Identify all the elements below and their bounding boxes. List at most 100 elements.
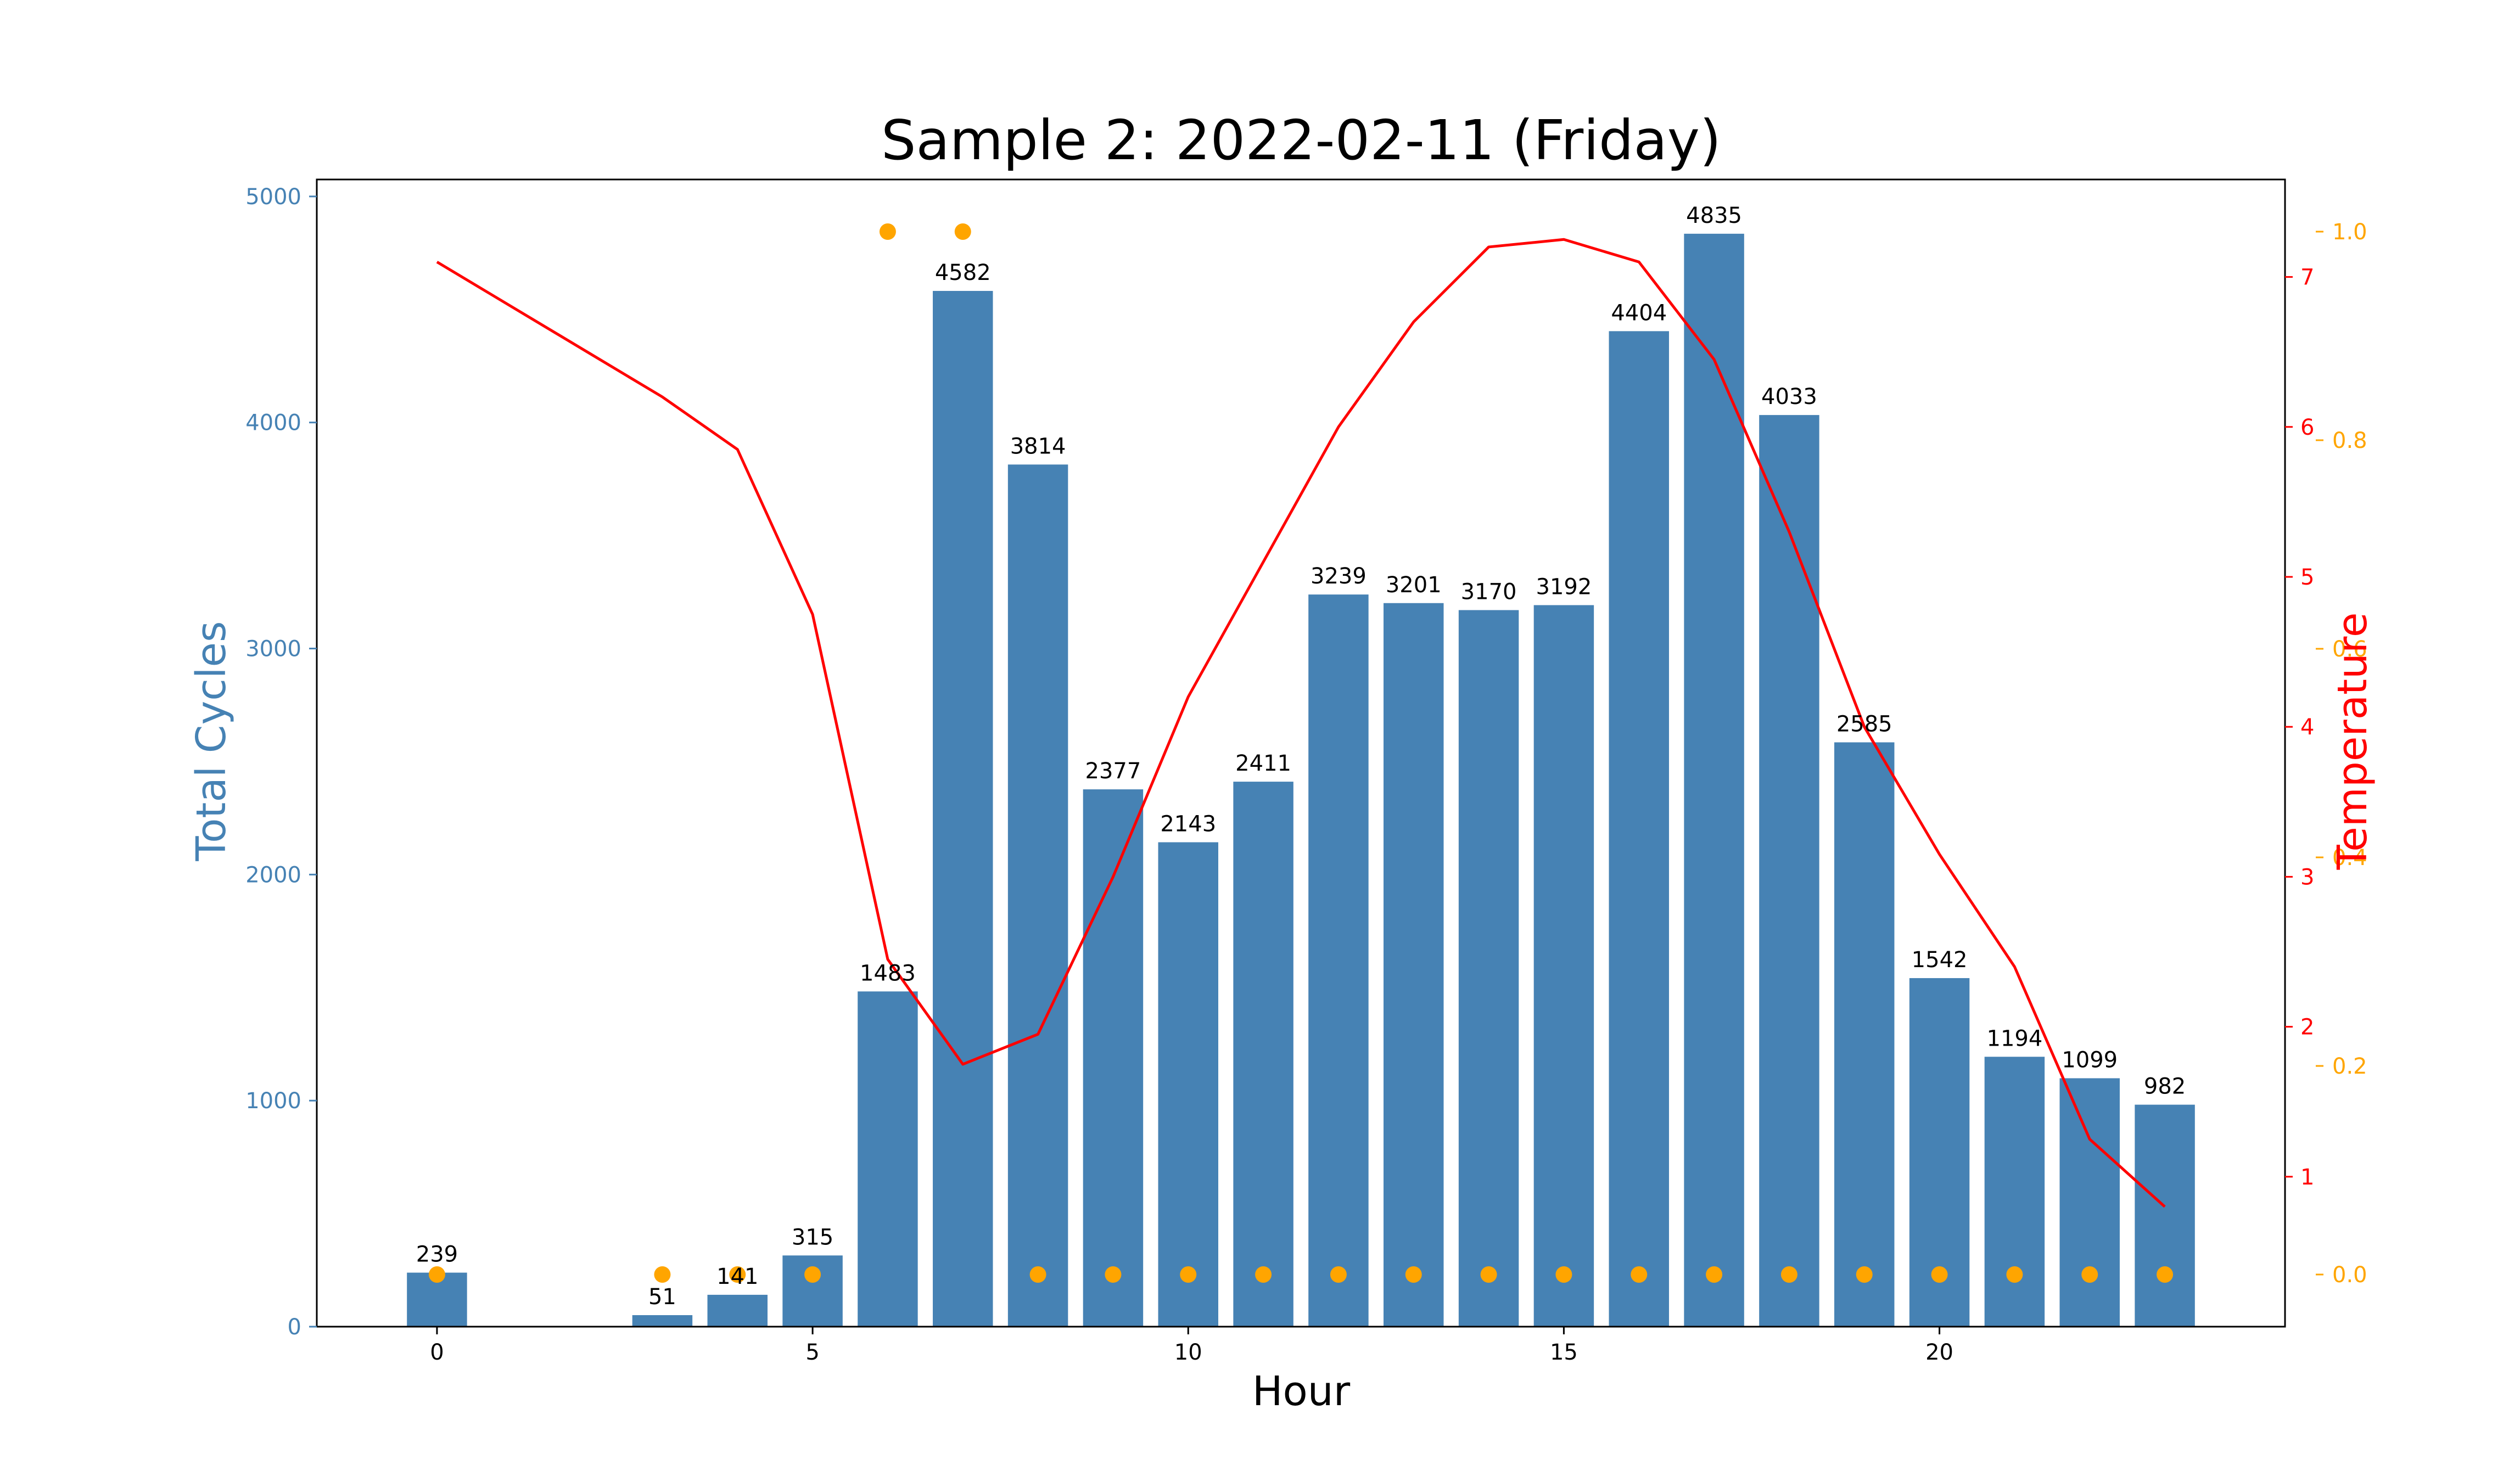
bar [632, 1315, 693, 1327]
dot-marker [1180, 1266, 1197, 1283]
x-tick-label: 5 [805, 1340, 819, 1365]
bar-value-label: 51 [648, 1284, 676, 1310]
dot-marker [1405, 1266, 1422, 1283]
bar-value-label: 4033 [1761, 384, 1817, 409]
dot-marker [1029, 1266, 1046, 1283]
bar-value-label: 3814 [1010, 434, 1066, 459]
bar [1384, 603, 1444, 1327]
bar [1684, 233, 1744, 1327]
bar-value-label: 982 [2144, 1074, 2186, 1099]
x-tick-label: 20 [1925, 1340, 1953, 1365]
bar-value-label: 1483 [860, 961, 916, 986]
bar-value-label: 239 [416, 1242, 458, 1267]
bar-value-label: 2143 [1160, 811, 1216, 837]
dot-marker [2081, 1266, 2098, 1283]
dots-layer [428, 223, 2174, 1283]
dot-marker [1255, 1266, 1272, 1283]
bar [1158, 842, 1218, 1327]
dot-marker [879, 223, 896, 240]
bar [1233, 782, 1293, 1327]
bar [2135, 1104, 2195, 1327]
bar-value-labels: 239 51 141 315 1483 4582 3814 2377 2143 2411 3239 3… [416, 203, 2186, 1310]
bar-value-label: 3201 [1386, 572, 1442, 598]
y3-tick-label: 0.0 [2332, 1262, 2367, 1288]
bar-value-label: 2411 [1235, 751, 1291, 776]
bar-value-label: 4404 [1611, 300, 1667, 325]
plot-frame [316, 178, 2286, 1328]
y2-tick-label: 3 [2300, 864, 2314, 890]
y2-tick-label: 4 [2300, 715, 2314, 740]
dot-marker [654, 1266, 671, 1283]
y-tick-label: 5000 [245, 184, 301, 210]
y3-tick-label: 0.6 [2332, 637, 2367, 662]
y2-tick-label: 1 [2300, 1165, 2314, 1190]
x-tick-label: 15 [1550, 1340, 1578, 1365]
bar [1759, 415, 1819, 1327]
bar [1308, 594, 1369, 1327]
y2-tick-label: 6 [2300, 415, 2314, 440]
bar [1609, 331, 1669, 1327]
dot-marker [1105, 1266, 1122, 1283]
bar-value-label: 315 [792, 1225, 833, 1250]
bar [1984, 1057, 2045, 1327]
dot-marker [1856, 1266, 1873, 1283]
bar [1007, 464, 1068, 1327]
y-tick-label: 1000 [245, 1088, 301, 1114]
bar [782, 1255, 843, 1327]
bar [858, 991, 918, 1327]
y2-tick-label: 5 [2300, 565, 2314, 590]
y3-tick-label: 0.4 [2332, 845, 2367, 871]
bars-layer [407, 233, 2195, 1327]
dot-marker [1706, 1266, 1723, 1283]
chart-title: Sample 2: 2022-02-11 (Friday) [881, 108, 1721, 172]
bar [1834, 742, 1895, 1327]
dot-marker [1480, 1266, 1497, 1283]
x-tick-label: 0 [430, 1340, 444, 1365]
bar-value-label: 4582 [935, 260, 991, 285]
bar-value-label: 1194 [1987, 1026, 2043, 1051]
axes-layer: 0 5 10 15 20 0 1000 2000 3000 4000 5000 1 2 3 4 5 6 7 0.0 0… [245, 178, 2367, 1365]
bar-value-label: 4835 [1686, 203, 1742, 228]
y3-tick-label: 0.8 [2332, 428, 2367, 453]
bar-value-label: 1099 [2062, 1047, 2118, 1073]
dot-marker [1780, 1266, 1797, 1283]
bar [1083, 789, 1144, 1327]
dot-marker [954, 223, 971, 240]
y3-tick-label: 0.2 [2332, 1054, 2367, 1079]
bar-value-label: 141 [716, 1264, 758, 1289]
bar [1533, 605, 1594, 1327]
dot-marker [1631, 1266, 1648, 1283]
y-tick-label: 4000 [245, 411, 301, 436]
bar-value-label: 2585 [1836, 711, 1892, 737]
dot-marker [1555, 1266, 1572, 1283]
y-tick-label: 0 [288, 1315, 301, 1340]
y2-tick-label: 7 [2300, 265, 2314, 290]
bar-value-label: 2377 [1085, 759, 1141, 784]
dot-marker [428, 1266, 445, 1283]
y3-tick-label: 1.0 [2332, 220, 2367, 245]
x-tick-label: 10 [1174, 1340, 1202, 1365]
bar-value-label: 3239 [1311, 564, 1367, 589]
y2-tick-label: 2 [2300, 1015, 2314, 1040]
y2-axis-label: Temperature [2329, 613, 2376, 871]
bar-value-label: 3170 [1461, 580, 1517, 605]
dot-marker [2157, 1266, 2174, 1283]
x-axis-label: Hour [1252, 1368, 1351, 1415]
dot-marker [804, 1266, 821, 1283]
dot-marker [1931, 1266, 1948, 1283]
bar [707, 1294, 768, 1327]
temperature-line-layer [436, 238, 2166, 1208]
bar [2059, 1078, 2120, 1327]
y-axis-label: Total Cycles [188, 621, 235, 861]
temperature-line [436, 238, 2166, 1208]
bar [1458, 610, 1519, 1327]
y-tick-label: 2000 [245, 862, 301, 888]
bar-value-label: 1542 [1912, 947, 1968, 973]
dot-marker [1330, 1266, 1347, 1283]
bar-value-label: 3192 [1536, 574, 1592, 599]
y-tick-label: 3000 [245, 637, 301, 662]
dot-marker [729, 1266, 746, 1283]
dot-marker [2006, 1266, 2023, 1283]
bar [933, 291, 993, 1327]
